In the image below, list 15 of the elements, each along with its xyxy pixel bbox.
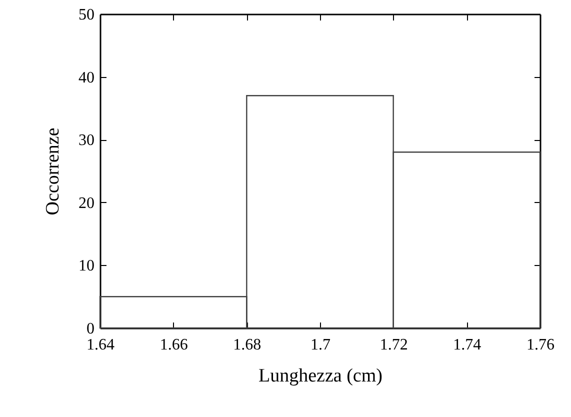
y-tick-label: 20 bbox=[78, 194, 94, 212]
y-axis-title: Occorrenze bbox=[42, 128, 64, 216]
x-tick-label: 1.64 bbox=[86, 336, 114, 354]
x-axis-title: Lunghezza (cm) bbox=[258, 366, 382, 386]
y-tick-label: 10 bbox=[78, 258, 94, 275]
y-tick-label: 50 bbox=[78, 6, 94, 24]
x-tick-label: 1.66 bbox=[160, 336, 188, 354]
y-tick-label: 40 bbox=[78, 69, 94, 86]
x-tick-label: 1.72 bbox=[380, 336, 408, 354]
y-tick-label: 30 bbox=[78, 132, 94, 150]
x-tick-label: 1.74 bbox=[453, 336, 482, 354]
y-tick-label: 0 bbox=[86, 320, 94, 338]
x-tick-label: 1.76 bbox=[526, 336, 554, 354]
x-tick-label: 1.68 bbox=[233, 336, 262, 354]
x-tick-label: 1.7 bbox=[310, 336, 330, 354]
